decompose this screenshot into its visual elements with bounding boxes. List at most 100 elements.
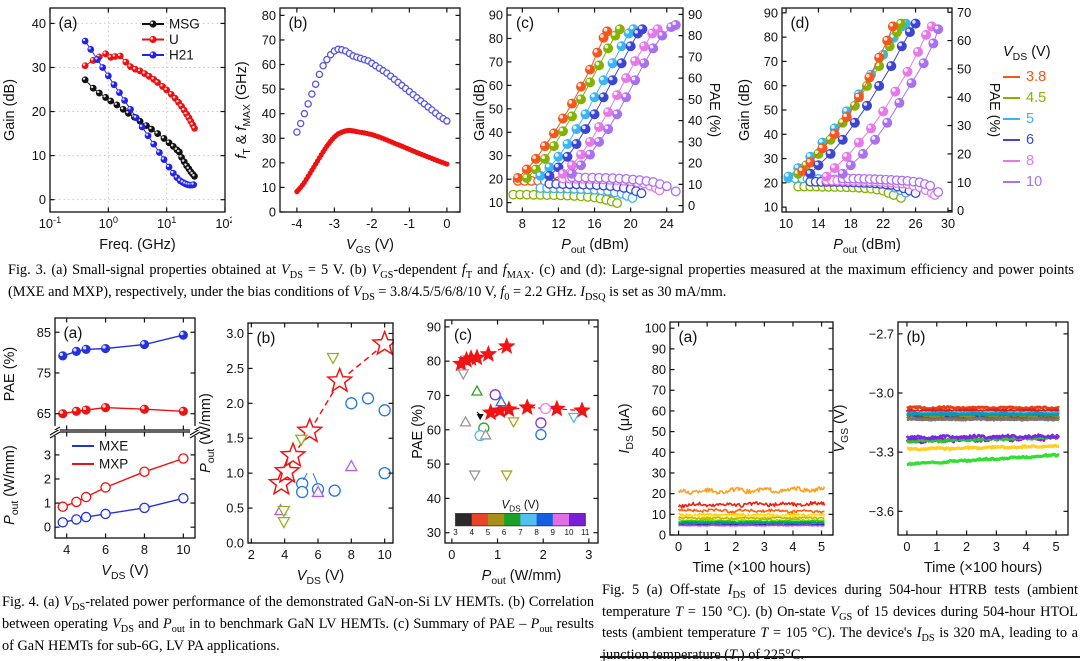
svg-text:40: 40 xyxy=(652,445,666,460)
svg-text:3.0: 3.0 xyxy=(226,326,244,341)
svg-text:2: 2 xyxy=(248,547,255,562)
svg-text:1: 1 xyxy=(704,539,711,554)
svg-text:26: 26 xyxy=(908,216,922,231)
svg-text:20: 20 xyxy=(688,156,702,171)
vds-legend-item: 4.5 xyxy=(1003,88,1079,109)
svg-text:60: 60 xyxy=(489,78,503,93)
svg-text:−3.6: −3.6 xyxy=(869,504,894,519)
vds-legend-item: 10 xyxy=(1003,172,1079,193)
svg-text:100: 100 xyxy=(645,321,666,336)
svg-text:PAE (%): PAE (%) xyxy=(986,83,1000,138)
svg-text:10: 10 xyxy=(489,195,503,210)
svg-text:2: 2 xyxy=(44,471,51,486)
svg-text:0: 0 xyxy=(659,528,666,543)
svg-text:2.0: 2.0 xyxy=(226,396,244,411)
svg-text:Pout (W/mm): Pout (W/mm) xyxy=(2,445,21,525)
svg-text:70: 70 xyxy=(957,5,971,20)
svg-text:85: 85 xyxy=(37,325,51,340)
vds-legend-item: 5 xyxy=(1003,109,1079,130)
svg-text:H21: H21 xyxy=(169,48,194,63)
svg-text:3: 3 xyxy=(761,539,768,554)
legend-label: 5 xyxy=(1026,111,1035,128)
fig3d-chart: 10 14 18 22 26 30 10 20 30 40 50 60 70 80 90 0 10 20 30 40 5… xyxy=(737,5,1000,256)
svg-text:60: 60 xyxy=(764,78,778,93)
svg-text:(a): (a) xyxy=(679,329,698,346)
vds-legend-item: 6 xyxy=(1003,130,1079,151)
svg-text:65: 65 xyxy=(37,406,51,421)
svg-text:24: 24 xyxy=(660,216,674,231)
svg-text:50: 50 xyxy=(764,103,778,118)
legend-dash-icon xyxy=(1003,118,1020,121)
svg-text:70: 70 xyxy=(688,49,702,64)
svg-text:4: 4 xyxy=(1023,539,1030,554)
svg-text:(b): (b) xyxy=(289,15,308,32)
svg-text:3: 3 xyxy=(44,447,51,462)
svg-text:Pout (dBm): Pout (dBm) xyxy=(833,237,901,256)
svg-text:fT & fMAX (GHz): fT & fMAX (GHz) xyxy=(234,61,253,158)
svg-text:0: 0 xyxy=(688,198,695,213)
svg-text:1: 1 xyxy=(44,496,51,511)
svg-text:20: 20 xyxy=(262,155,276,170)
svg-text:50: 50 xyxy=(688,92,702,107)
svg-text:2: 2 xyxy=(963,539,970,554)
svg-text:IDS (μA): IDS (μA) xyxy=(617,403,636,453)
svg-text:Gain (dB): Gain (dB) xyxy=(2,79,18,141)
svg-text:30: 30 xyxy=(262,131,276,146)
fig3c-chart: 8 12 16 20 24 10 20 30 40 50 60 70 80 90 0 10 20 30 40 50 60… xyxy=(472,7,722,256)
svg-text:0: 0 xyxy=(443,216,450,231)
fig3a-chart: 10-1100101102010203040Freq. (GHz)Gain (d… xyxy=(2,7,232,253)
legend-dash-icon xyxy=(1003,97,1020,100)
svg-text:2: 2 xyxy=(732,539,739,554)
svg-text:(c): (c) xyxy=(454,327,472,344)
svg-text:PAE (%): PAE (%) xyxy=(2,347,18,402)
svg-text:40: 40 xyxy=(489,125,503,140)
svg-text:0.5: 0.5 xyxy=(226,501,244,516)
svg-text:30: 30 xyxy=(941,216,955,231)
fig5-caption: Fig. 5 (a) Off-state IDS of 15 devices d… xyxy=(602,582,1078,661)
svg-text:50: 50 xyxy=(489,101,503,116)
svg-text:60: 60 xyxy=(262,57,276,72)
svg-text:102: 102 xyxy=(215,215,232,231)
svg-text:30: 30 xyxy=(427,525,441,540)
svg-text:50: 50 xyxy=(957,61,971,76)
svg-text:Pout (W/mm): Pout (W/mm) xyxy=(198,393,217,473)
svg-text:40: 40 xyxy=(764,127,778,142)
legend-dash-icon xyxy=(1003,139,1020,142)
svg-text:14: 14 xyxy=(811,216,825,231)
svg-text:5: 5 xyxy=(486,528,491,537)
svg-text:22: 22 xyxy=(876,216,890,231)
fig3b-chart: -4 -3 -2 -1 0 0 10 20 30 40 50 60 70 80 VGS (V) fT & fM… xyxy=(234,7,461,256)
legend-label: 6 xyxy=(1026,132,1035,149)
svg-text:10: 10 xyxy=(262,180,276,195)
svg-text:PAE (%): PAE (%) xyxy=(706,83,722,138)
svg-text:60: 60 xyxy=(957,33,971,48)
legend-dash-icon xyxy=(1003,160,1020,163)
svg-text:90: 90 xyxy=(652,341,666,356)
svg-text:Pout (W/mm): Pout (W/mm) xyxy=(482,568,562,587)
legend-label: 4.5 xyxy=(1026,90,1047,107)
svg-text:10-1: 10-1 xyxy=(39,215,61,231)
svg-text:40: 40 xyxy=(262,106,276,121)
svg-text:U: U xyxy=(169,32,179,47)
svg-text:(b): (b) xyxy=(257,330,276,347)
svg-text:0.0: 0.0 xyxy=(226,536,244,551)
svg-text:1: 1 xyxy=(933,539,940,554)
svg-text:−3.3: −3.3 xyxy=(869,445,894,460)
svg-text:VDS (V): VDS (V) xyxy=(501,499,539,513)
svg-text:30: 30 xyxy=(688,134,702,149)
svg-text:20: 20 xyxy=(624,216,638,231)
legend-dash-icon xyxy=(1003,76,1020,79)
svg-text:80: 80 xyxy=(262,8,276,23)
svg-text:6: 6 xyxy=(102,542,109,557)
svg-text:VDS (V): VDS (V) xyxy=(297,568,344,587)
svg-text:90: 90 xyxy=(427,319,441,334)
svg-text:40: 40 xyxy=(957,90,971,105)
svg-text:20: 20 xyxy=(957,146,971,161)
svg-text:4: 4 xyxy=(281,547,288,562)
svg-text:VGS (V): VGS (V) xyxy=(346,237,394,256)
svg-text:-2: -2 xyxy=(366,216,377,231)
svg-text:30: 30 xyxy=(957,118,971,133)
svg-text:70: 70 xyxy=(489,54,503,69)
svg-text:2.5: 2.5 xyxy=(226,361,244,376)
fig4b-chart: 2 4 6 8 10 0.0 0.5 1.0 1.5 2.0 2.5 3.0 VDS (V) Pout (… xyxy=(198,322,394,587)
